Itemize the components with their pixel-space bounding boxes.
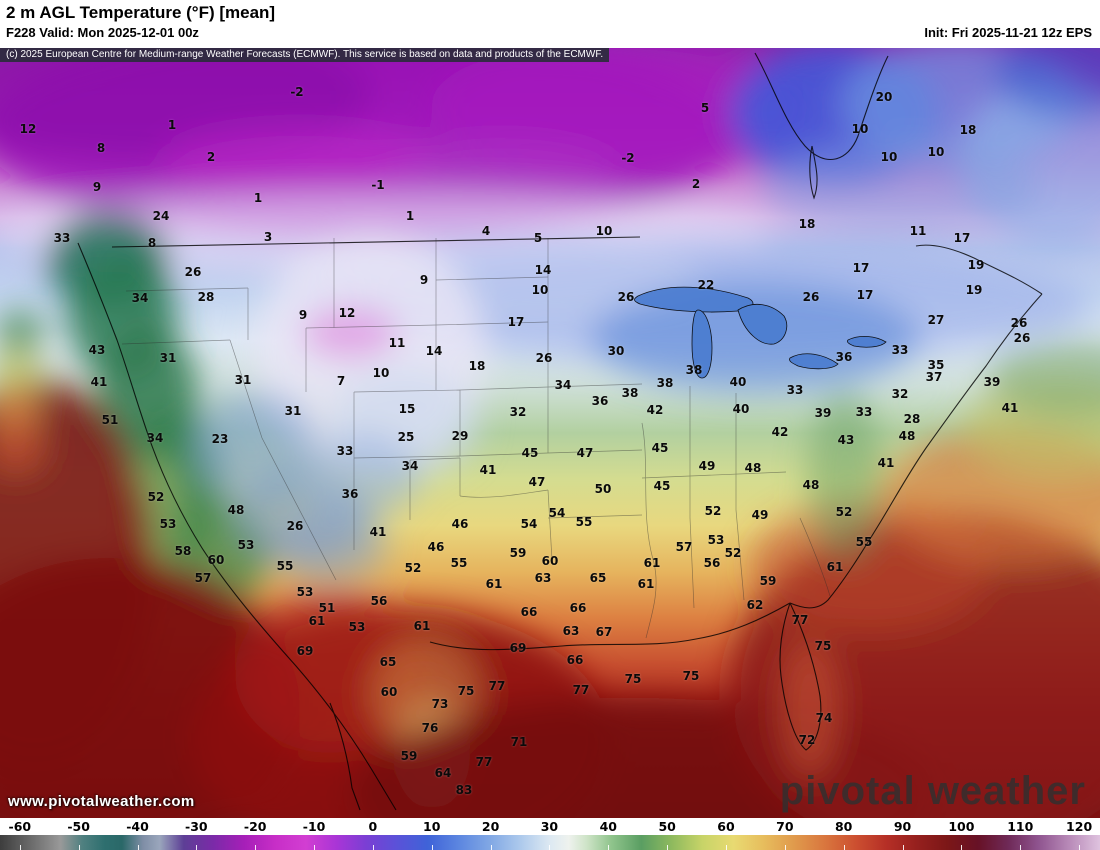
colorbar-tick-label: 30 — [540, 819, 559, 834]
colorbar-tick-mark — [490, 845, 492, 850]
colorbar-tick-label: 90 — [893, 819, 912, 834]
colorbar-tick-mark — [961, 845, 963, 850]
colorbar-tick-label: 50 — [658, 819, 676, 834]
temperature-field-blobs — [0, 48, 1100, 818]
colorbar-tick-mark — [843, 845, 845, 850]
colorbar-tick-label: -20 — [243, 819, 267, 834]
brand-logo: pivotal weather — [779, 769, 1086, 813]
colorbar-tick-mark — [196, 845, 198, 850]
colorbar-tick-mark — [137, 845, 139, 850]
colorbar-tick-label: 120 — [1066, 819, 1093, 834]
page-title: 2 m AGL Temperature (°F) [mean] — [6, 3, 276, 22]
colorbar-tick-label: -10 — [302, 819, 326, 834]
colorbar-tick-mark — [902, 845, 904, 850]
colorbar-tick-mark — [784, 845, 786, 850]
colorbar-gradient — [0, 835, 1100, 850]
valid-time-label: F228 Valid: Mon 2025-12-01 00z — [6, 25, 199, 40]
colorbar-tick-label: 0 — [368, 819, 378, 834]
colorbar-tick-mark — [667, 845, 669, 850]
colorbar-tick-label: -40 — [126, 819, 149, 834]
colorbar-tick-mark — [372, 845, 374, 850]
colorbar-tick-label: 40 — [599, 819, 617, 834]
colorbar-tick-label: 70 — [776, 819, 794, 834]
colorbar-tick-labels: -60 -50 -40 -30 -20 -10 0 10 20 30 40 50 60 70 80 90 100… — [0, 819, 1100, 834]
colorbar-tick-mark — [314, 845, 316, 850]
colorbar-tick-mark — [1079, 845, 1081, 850]
colorbar-tick-label: 100 — [948, 819, 975, 834]
copyright-notice: (c) 2025 European Centre for Medium-rang… — [0, 48, 610, 62]
colorbar-tick-mark — [431, 845, 433, 850]
colorbar-tick-mark — [19, 845, 21, 850]
colorbar-tick-mark — [78, 845, 80, 850]
colorbar-tick-label: 10 — [423, 819, 441, 834]
colorbar-tick-label: -50 — [67, 819, 90, 834]
state-borders-layer — [121, 238, 831, 639]
colorbar-tick-mark — [608, 845, 610, 850]
map-area[interactable]: (c) 2025 European Centre for Medium-rang… — [0, 48, 1100, 818]
colorbar: -60 -50 -40 -30 -20 -10 0 10 20 30 40 50 60 70 80 90 100… — [0, 818, 1100, 850]
watermark-url: www.pivotalweather.com — [8, 793, 195, 810]
colorbar-tick-mark — [726, 845, 727, 850]
init-time-label: Init: Fri 2025-11-21 12z EPS — [924, 25, 1092, 40]
colorbar-tick-label: 110 — [1007, 819, 1034, 834]
coastline-layer — [77, 52, 1043, 811]
colorbar-tick-mark — [255, 845, 257, 850]
colorbar-tick-label: -30 — [185, 819, 208, 834]
colorbar-tick-mark — [1020, 845, 1022, 850]
colorbar-tick-label: -60 — [8, 819, 32, 834]
temperature-map-canvas — [0, 48, 1100, 818]
colorbar-tick-label: 20 — [481, 819, 500, 834]
colorbar-tick-label: 60 — [717, 819, 735, 834]
colorbar-tick-label: 80 — [834, 819, 853, 834]
colorbar-tick-mark — [549, 845, 551, 850]
great-lakes-layer — [634, 286, 887, 379]
map-header: 2 m AGL Temperature (°F) [mean] F228 Val… — [0, 0, 1100, 48]
